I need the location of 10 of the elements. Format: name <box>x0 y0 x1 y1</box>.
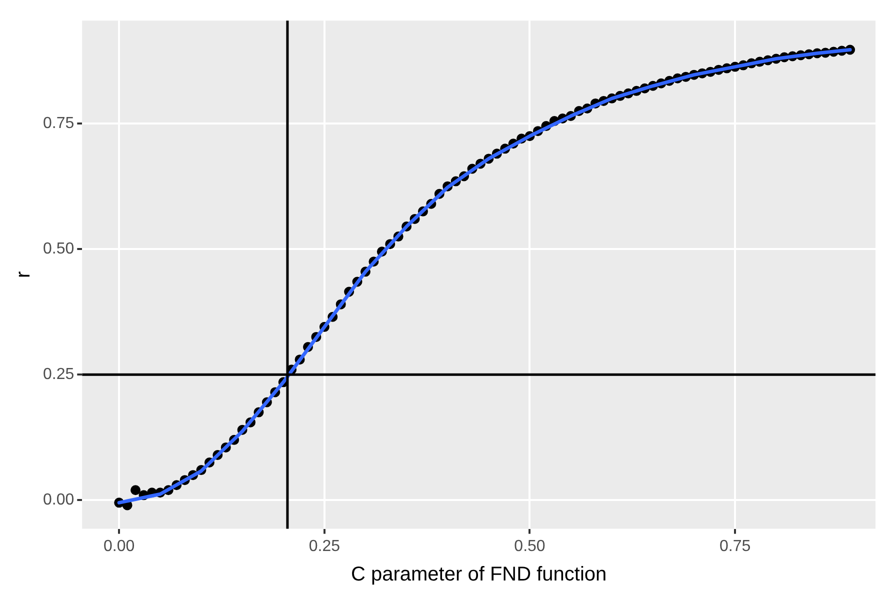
x-tick-label: 0.25 <box>308 538 340 555</box>
x-tick-label: 0.00 <box>104 538 135 555</box>
x-tick-label: 0.75 <box>719 538 751 555</box>
x-axis-title: C parameter of FND function <box>350 564 607 586</box>
y-axis-title: r <box>12 271 35 278</box>
y-tick-label: 0.75 <box>43 114 74 132</box>
y-tick-label: 0.50 <box>43 240 74 258</box>
y-tick-label: 0.00 <box>43 492 74 509</box>
y-tick-label: 0.25 <box>43 366 74 384</box>
x-tick-label: 0.50 <box>514 538 546 555</box>
